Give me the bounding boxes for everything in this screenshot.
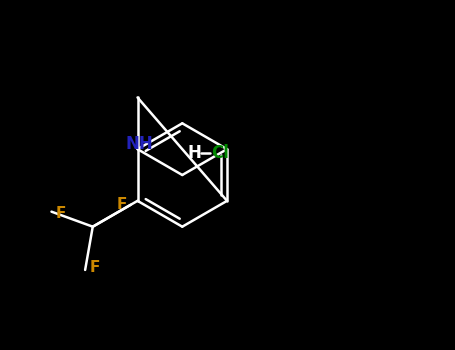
Text: NH: NH [126,135,153,153]
Text: Cl: Cl [211,145,229,162]
Text: H: H [187,145,201,162]
Text: F: F [90,260,100,275]
Text: F: F [116,197,126,212]
Text: F: F [56,206,66,221]
